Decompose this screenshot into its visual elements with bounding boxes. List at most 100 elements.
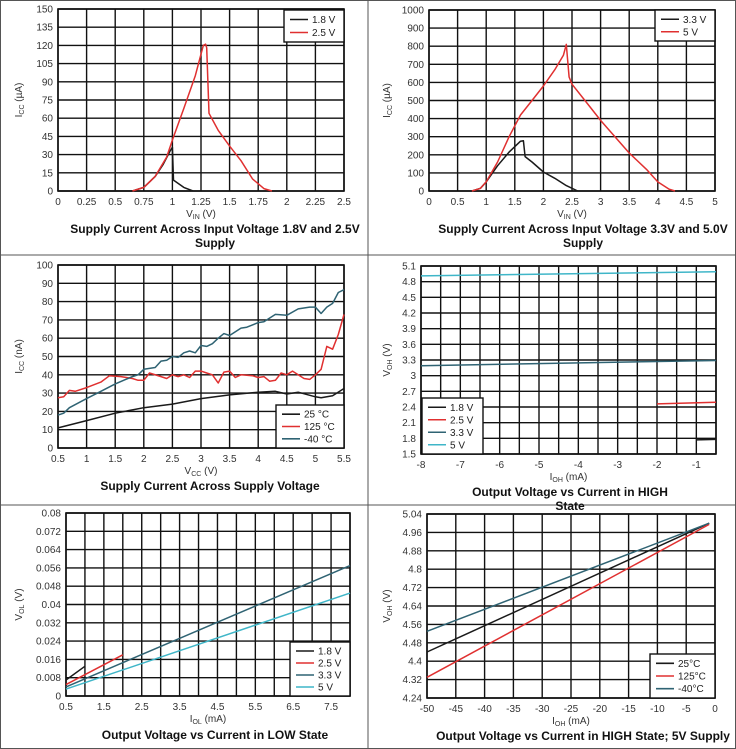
legend-label: -40 °C	[304, 434, 332, 445]
x-axis-label: IOH (mA)	[552, 716, 590, 728]
axis-label-unit: (µA)	[14, 83, 25, 105]
legend-label: 3.3 V	[683, 15, 707, 26]
y-tick-label: 90	[42, 279, 54, 290]
x-tick-label: -8	[417, 460, 426, 471]
legend-label: 5 V	[683, 27, 698, 38]
series-line-125-c	[426, 523, 710, 678]
x-tick-label: 5	[712, 197, 718, 208]
axis-label-base: V	[185, 466, 192, 477]
x-tick-label: 2	[141, 454, 147, 465]
x-tick-label: 2	[541, 197, 547, 208]
axis-label-unit: (V)	[571, 209, 587, 220]
x-tick-label: 0.25	[77, 197, 97, 208]
y-tick-label: 105	[36, 59, 53, 70]
x-tick-label: -50	[420, 704, 435, 715]
y-tick-label: 0.056	[36, 563, 61, 574]
axis-label-unit: (V)	[200, 209, 216, 220]
y-tick-label: 400	[407, 114, 424, 125]
x-tick-label: 0.75	[134, 197, 154, 208]
x-tick-label: 5	[313, 454, 319, 465]
axis-label-subscript: OH	[555, 721, 566, 728]
legend-label: 25°C	[678, 659, 700, 670]
x-tick-label: 3.5	[622, 197, 636, 208]
x-tick-label: -1	[692, 460, 701, 471]
legend-label: -40°C	[678, 684, 704, 695]
chart-panel-2: 0 0.5 1 1.5 2 2.5 3 3.5 4 4.5 5 0 100 200 300 400 500 600…	[382, 6, 718, 222]
legend-label: 25 °C	[304, 410, 329, 421]
x-axis-label: VIN (V)	[557, 209, 587, 221]
series-line-5-v	[420, 270, 717, 277]
y-tick-label: 4.48	[403, 638, 423, 649]
legend-box	[654, 9, 716, 42]
x-tick-label: 0.5	[59, 702, 73, 713]
legend-label: 2.5 V	[312, 28, 336, 39]
y-axis-label: VOL (V)	[14, 588, 26, 620]
y-tick-label: 45	[42, 132, 54, 143]
legend: 25°C 125°C-40°C	[649, 653, 716, 699]
x-tick-label: 0	[426, 197, 432, 208]
axis-label-base: I	[552, 716, 555, 727]
y-tick-label: 3.3	[402, 356, 416, 367]
legend-label: 3.3 V	[318, 671, 342, 682]
y-tick-label: 0.048	[36, 582, 61, 593]
legend-box	[283, 9, 345, 43]
axis-label-base: V	[14, 614, 25, 621]
y-tick-label: 0.032	[36, 618, 61, 629]
x-tick-label: -45	[449, 704, 464, 715]
y-tick-label: 100	[407, 168, 424, 179]
y-tick-label: 0.008	[36, 673, 61, 684]
y-axis-label: VOH (V)	[382, 343, 394, 376]
x-tick-label: 1.5	[223, 197, 237, 208]
y-axis-label: ICC (µA)	[14, 83, 26, 118]
axis-label-base: V	[382, 616, 393, 623]
axis-label-unit: (mA)	[202, 714, 226, 725]
series-line-125-c	[57, 314, 345, 399]
y-tick-label: 1.5	[402, 450, 416, 461]
series-line-2-5-v	[132, 43, 273, 192]
y-tick-label: 90	[42, 77, 54, 88]
y-tick-label: 900	[407, 24, 424, 35]
x-tick-label: -5	[535, 460, 544, 471]
y-tick-label: 5.04	[403, 510, 423, 521]
y-tick-label: 0	[47, 444, 53, 455]
legend-label: 5 V	[318, 683, 333, 694]
chart-title: Output Voltage vs Current in HIGH State	[472, 485, 668, 513]
x-tick-label: 3	[198, 454, 204, 465]
x-tick-label: 1.75	[248, 197, 268, 208]
x-tick-label: 1	[483, 197, 489, 208]
series-line-3-3-v	[471, 139, 579, 192]
y-tick-label: 60	[42, 334, 54, 345]
y-tick-label: 0.04	[42, 600, 62, 611]
x-tick-label: -5	[682, 704, 691, 715]
y-tick-label: 800	[407, 42, 424, 53]
axis-label-base: I	[382, 115, 393, 118]
y-tick-label: 0.064	[36, 545, 61, 556]
y-tick-label: 30	[42, 150, 54, 161]
y-tick-label: 75	[42, 96, 54, 107]
x-tick-label: -30	[535, 704, 550, 715]
y-axis-label: VOH (V)	[382, 589, 394, 622]
legend-label: 125 °C	[304, 422, 335, 433]
y-tick-label: 4.2	[402, 309, 416, 320]
plot-area-border	[57, 8, 345, 192]
y-tick-label: 2.7	[402, 387, 416, 398]
x-tick-label: -15	[621, 704, 636, 715]
axis-label-subscript: CC	[19, 361, 26, 371]
x-tick-label: 6.5	[286, 702, 300, 713]
plot-area-border	[428, 9, 716, 192]
x-tick-label: 4.5	[280, 454, 294, 465]
axis-label-base: V	[186, 209, 193, 220]
chart-panel-4: -8 -7 -6 -5 -4 -3 -2 -1 1.5 1.8 2.1 2.4 2.7 3 3.3 3.6 3.…	[382, 262, 717, 484]
y-tick-label: 4.56	[403, 620, 423, 631]
x-tick-label: 5.5	[248, 702, 262, 713]
x-axis-label: VCC (V)	[185, 466, 218, 478]
y-tick-label: 100	[36, 261, 53, 272]
y-tick-label: 4.72	[403, 583, 423, 594]
y-tick-label: 60	[42, 114, 54, 125]
x-axis-label: IOL (mA)	[190, 714, 227, 726]
legend-label: 125°C	[678, 672, 706, 683]
legend-label: 2.5 V	[450, 415, 474, 426]
x-tick-label: -3	[613, 460, 622, 471]
series-line-25-c	[426, 522, 710, 653]
legend: 3.3 V5 V	[654, 9, 716, 42]
